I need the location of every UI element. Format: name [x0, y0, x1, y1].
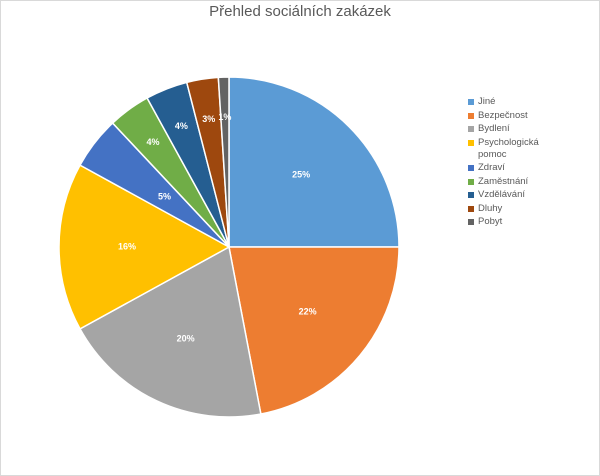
pie-slice-psychologicka-pomoc	[58, 164, 231, 330]
legend-item-pobyt: Pobyt	[468, 216, 588, 228]
pie-slice-bydleni	[79, 245, 262, 418]
legend-item-bezpecnost: Bezpečnost	[468, 110, 588, 122]
legend-swatch	[468, 126, 474, 132]
legend: Jiné Bezpečnost Bydlení Psychologická pomoc…	[468, 96, 588, 230]
data-label-zdravi: 5%	[158, 191, 171, 201]
legend-swatch	[468, 112, 474, 119]
legend-label: Psychologická pomoc	[478, 136, 539, 160]
legend-item-psychologicka-pomoc: Psychologická pomoc	[468, 137, 588, 161]
legend-label: Pobyt	[478, 216, 503, 227]
legend-label: Bezpečnost	[478, 109, 528, 121]
legend-label: Jiné	[478, 96, 496, 107]
pie-slice-jine	[228, 76, 400, 248]
legend-label: Bydlení	[478, 123, 510, 134]
legend-item-jine: Jiné	[468, 96, 588, 108]
legend-label: Zaměstnání	[478, 175, 529, 187]
legend-item-dluhy: Dluhy	[468, 203, 588, 215]
legend-swatch	[468, 219, 474, 225]
data-label-psychologicka-pomoc: 16%	[118, 241, 136, 251]
legend-item-zamestnani: Zaměstnání	[468, 176, 588, 188]
data-label-pobyt: 1%	[218, 112, 231, 122]
legend-item-zdravi: Zdraví	[468, 162, 588, 174]
data-label-jine: 25%	[292, 169, 310, 179]
legend-swatch	[468, 192, 474, 198]
legend-swatch	[468, 178, 474, 185]
pie-slice-bezpecnost	[228, 246, 400, 415]
data-label-bydleni: 20%	[177, 334, 195, 344]
data-label-bezpecnost: 22%	[299, 306, 317, 316]
chart-title: Přehled sociálních zakázek	[209, 3, 391, 20]
legend-item-bydleni: Bydlení	[468, 123, 588, 135]
legend-label: Zdraví	[478, 162, 505, 173]
pie-slice-pobyt	[217, 76, 230, 248]
legend-swatch	[468, 205, 474, 212]
data-label-dluhy: 3%	[202, 114, 215, 124]
legend-swatch	[468, 139, 474, 146]
data-label-zamestnani: 4%	[147, 137, 160, 147]
legend-label: Dluhy	[478, 202, 503, 214]
data-label-vzdelavani: 4%	[175, 121, 188, 131]
legend-swatch	[468, 99, 474, 105]
legend-item-vzdelavani: Vzdělávání	[468, 189, 588, 201]
legend-label: Vzdělávání	[478, 189, 526, 200]
legend-swatch	[468, 165, 474, 171]
